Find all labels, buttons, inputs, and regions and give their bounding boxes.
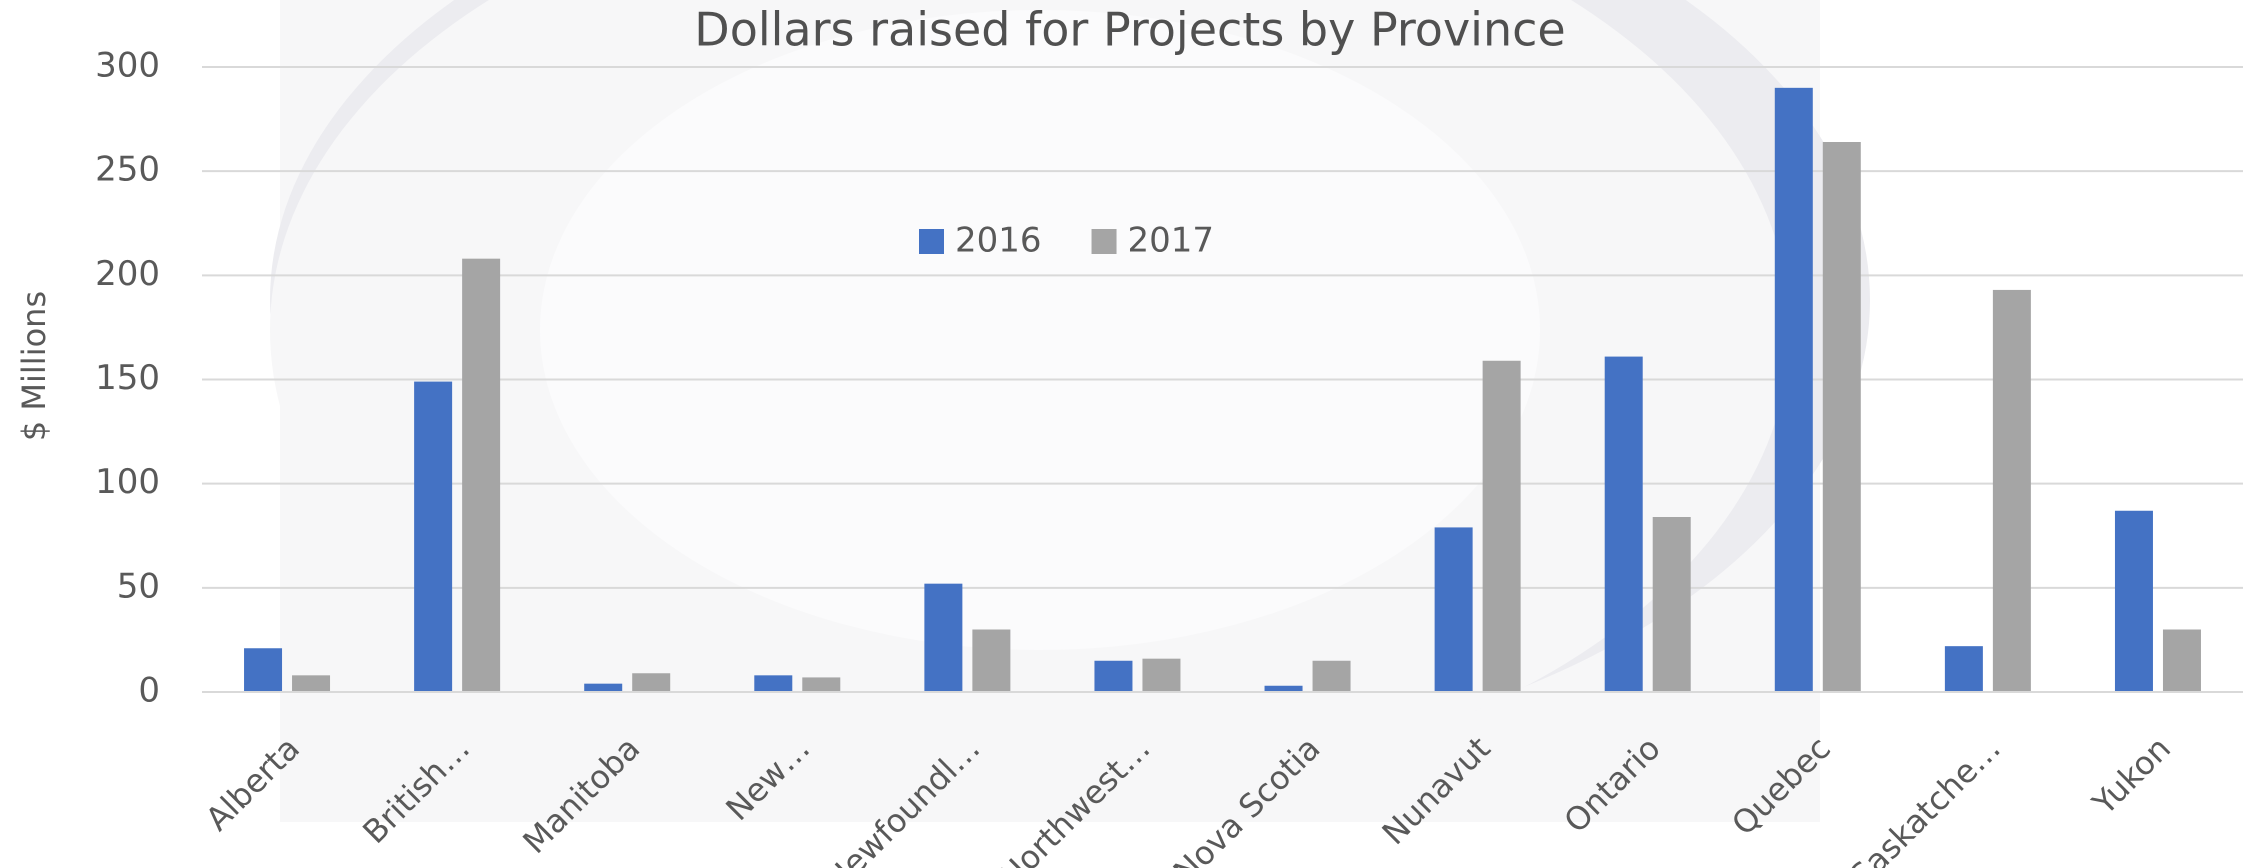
bar [1604,356,1643,692]
legend-swatch [919,229,944,254]
legend-swatch [1091,229,1117,254]
bar [292,675,331,692]
x-tick-label: Yukon [2084,729,2178,823]
y-tick-label: 100 [95,462,160,502]
legend-label: 2017 [1128,221,1215,261]
x-tick-label: Saskatche… [1842,729,2008,868]
bar [632,673,671,692]
bar [584,683,623,692]
bar [754,675,793,692]
bar [1482,360,1521,692]
bar [1312,660,1351,692]
bar [1992,289,2031,692]
y-tick-label: 150 [95,358,160,398]
y-tick-label: 0 [138,671,160,711]
bar [414,381,453,692]
legend-label: 2016 [955,221,1042,261]
bar [1434,527,1473,692]
y-tick-label: 300 [95,46,160,86]
bar [1652,517,1691,692]
watermark-core [540,10,1540,650]
bar [462,258,501,692]
bar [1142,658,1181,692]
y-tick-label: 200 [95,254,160,294]
bar [1094,660,1133,692]
bar [1774,87,1813,693]
bar [244,648,283,692]
bar [1822,142,1861,692]
bar [2114,510,2153,692]
chart-title: Dollars raised for Projects by Province [694,3,1565,57]
bar [1264,685,1303,692]
bar [972,629,1011,692]
bar [802,677,841,692]
bar [1944,646,1983,692]
bar [2162,629,2201,692]
bar [924,583,963,692]
y-tick-label: 50 [117,566,160,606]
y-axis-label: $ Millions [15,291,53,441]
y-tick-label: 250 [95,150,160,190]
